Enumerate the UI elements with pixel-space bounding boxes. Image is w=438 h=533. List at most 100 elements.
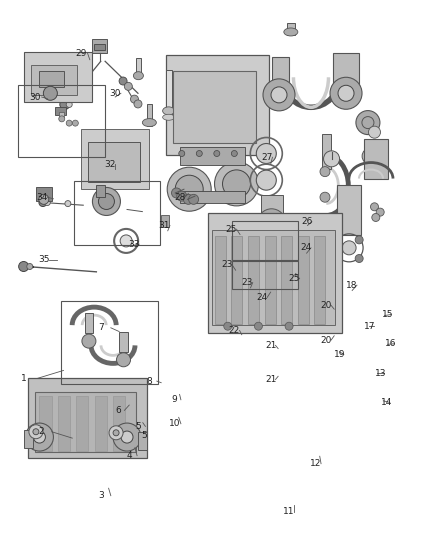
Bar <box>231 236 242 324</box>
Bar <box>18 85 105 157</box>
Bar <box>166 70 172 115</box>
Bar <box>119 332 128 352</box>
Circle shape <box>99 193 114 209</box>
Circle shape <box>134 100 142 108</box>
Bar <box>31 65 77 95</box>
Ellipse shape <box>142 118 156 127</box>
Bar <box>39 71 64 87</box>
Bar <box>92 39 107 53</box>
Bar <box>113 396 125 451</box>
Circle shape <box>66 120 72 126</box>
Text: 22: 22 <box>229 326 240 335</box>
Text: 27: 27 <box>261 153 273 161</box>
Circle shape <box>342 241 356 255</box>
Text: 28: 28 <box>174 193 185 201</box>
Bar <box>28 378 147 458</box>
Circle shape <box>247 255 259 267</box>
Circle shape <box>362 148 378 164</box>
Text: 26: 26 <box>301 217 312 226</box>
Circle shape <box>338 85 354 101</box>
Circle shape <box>39 195 49 204</box>
Bar <box>85 313 93 333</box>
Circle shape <box>241 224 251 234</box>
Circle shape <box>239 247 267 275</box>
Circle shape <box>44 199 50 206</box>
Text: 3: 3 <box>98 491 104 500</box>
Bar <box>36 187 52 201</box>
Circle shape <box>131 95 138 103</box>
Circle shape <box>172 188 181 198</box>
Circle shape <box>43 86 57 100</box>
Circle shape <box>372 213 380 222</box>
Circle shape <box>324 151 339 167</box>
Text: 33: 33 <box>128 240 139 248</box>
Bar <box>261 195 283 223</box>
Bar <box>147 104 152 126</box>
Circle shape <box>175 175 203 203</box>
Text: 25: 25 <box>289 274 300 283</box>
Bar <box>208 213 342 333</box>
Text: 1: 1 <box>21 374 27 383</box>
Text: 21: 21 <box>265 341 276 350</box>
Bar <box>248 236 259 324</box>
Circle shape <box>376 208 384 216</box>
Bar <box>166 54 269 155</box>
Circle shape <box>355 254 363 263</box>
Ellipse shape <box>134 71 143 80</box>
Bar <box>173 71 256 143</box>
Text: 16: 16 <box>385 340 397 348</box>
Circle shape <box>275 215 284 225</box>
Circle shape <box>256 143 276 164</box>
Circle shape <box>285 322 293 330</box>
Bar <box>314 236 325 324</box>
Bar <box>265 236 276 324</box>
Bar <box>298 236 309 324</box>
Bar <box>337 184 361 235</box>
Circle shape <box>320 167 330 176</box>
Circle shape <box>184 195 193 204</box>
Circle shape <box>320 192 330 202</box>
Circle shape <box>121 431 133 443</box>
Bar <box>212 230 335 325</box>
Text: 17: 17 <box>364 322 376 330</box>
Circle shape <box>119 77 127 85</box>
Circle shape <box>72 120 78 126</box>
Circle shape <box>27 263 33 270</box>
Circle shape <box>355 236 363 244</box>
Circle shape <box>368 126 381 138</box>
Bar <box>76 396 88 451</box>
Circle shape <box>196 150 202 157</box>
Circle shape <box>39 198 47 207</box>
Circle shape <box>33 431 46 443</box>
Circle shape <box>254 322 262 330</box>
Circle shape <box>19 262 28 271</box>
Bar <box>58 396 70 451</box>
Text: 11: 11 <box>283 507 295 516</box>
Bar <box>240 231 265 261</box>
Circle shape <box>265 217 278 229</box>
Circle shape <box>215 162 258 206</box>
Circle shape <box>256 170 276 190</box>
Circle shape <box>177 191 187 201</box>
Ellipse shape <box>162 107 175 115</box>
Circle shape <box>258 209 286 237</box>
Bar <box>180 190 245 203</box>
Circle shape <box>59 116 65 122</box>
Bar <box>232 261 298 289</box>
Circle shape <box>117 353 131 367</box>
Text: 20: 20 <box>321 336 332 344</box>
Text: 24: 24 <box>300 244 311 252</box>
Circle shape <box>82 334 96 348</box>
Text: 19: 19 <box>334 350 345 359</box>
Circle shape <box>335 236 343 244</box>
Text: 29: 29 <box>75 49 87 58</box>
Circle shape <box>224 322 232 330</box>
Bar <box>24 52 92 102</box>
Text: 18: 18 <box>346 281 357 289</box>
Text: 6: 6 <box>115 406 121 415</box>
Circle shape <box>66 101 72 108</box>
Circle shape <box>294 215 304 225</box>
Bar <box>94 44 105 50</box>
Bar <box>35 392 136 452</box>
Circle shape <box>241 239 251 249</box>
